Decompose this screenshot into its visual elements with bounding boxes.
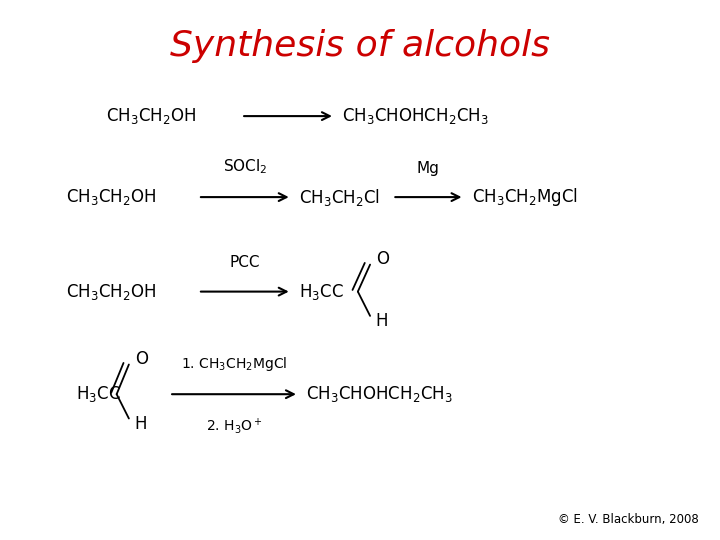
Text: 1. CH$_3$CH$_2$MgCl: 1. CH$_3$CH$_2$MgCl xyxy=(181,355,287,373)
Text: PCC: PCC xyxy=(230,255,260,270)
Text: CH$_3$CH$_2$Cl: CH$_3$CH$_2$Cl xyxy=(299,187,380,207)
Text: O: O xyxy=(135,350,148,368)
Text: Mg: Mg xyxy=(417,160,440,176)
Text: Synthesis of alcohols: Synthesis of alcohols xyxy=(170,29,550,63)
Text: CH$_3$CH$_2$OH: CH$_3$CH$_2$OH xyxy=(106,106,197,126)
Text: CH$_3$CH$_2$MgCl: CH$_3$CH$_2$MgCl xyxy=(472,186,577,208)
Text: CH$_3$CHOHCH$_2$CH$_3$: CH$_3$CHOHCH$_2$CH$_3$ xyxy=(342,106,489,126)
Text: H$_3$CC: H$_3$CC xyxy=(299,281,343,302)
Text: O: O xyxy=(376,250,389,268)
Text: CH$_3$CH$_2$OH: CH$_3$CH$_2$OH xyxy=(66,281,157,302)
Text: © E. V. Blackburn, 2008: © E. V. Blackburn, 2008 xyxy=(558,514,698,526)
Text: H$_3$CC: H$_3$CC xyxy=(76,384,120,404)
Text: H: H xyxy=(376,312,388,330)
Text: CH$_3$CHOHCH$_2$CH$_3$: CH$_3$CHOHCH$_2$CH$_3$ xyxy=(306,384,453,404)
Text: SOCl$_2$: SOCl$_2$ xyxy=(222,157,267,176)
Text: H: H xyxy=(135,415,147,433)
Text: 2. H$_3$O$^+$: 2. H$_3$O$^+$ xyxy=(206,416,262,435)
Text: CH$_3$CH$_2$OH: CH$_3$CH$_2$OH xyxy=(66,187,157,207)
